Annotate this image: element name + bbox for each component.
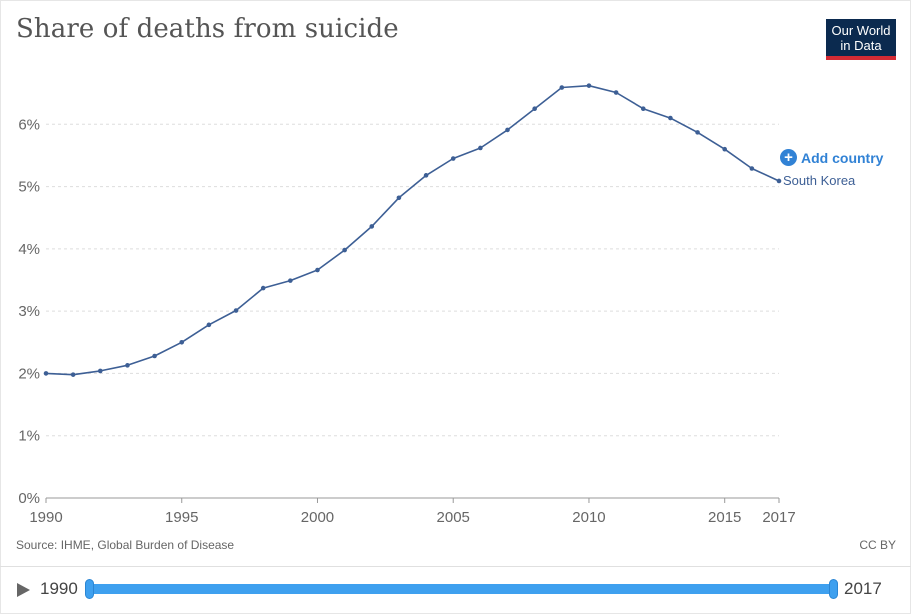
data-point: [179, 339, 185, 345]
owid-logo[interactable]: Our World in Data: [826, 19, 896, 60]
data-point: [613, 90, 619, 95]
add-country-label: Add country: [801, 149, 884, 166]
data-point: [260, 285, 266, 291]
timeline-start-handle[interactable]: [85, 579, 94, 599]
data-point: [505, 127, 510, 133]
axes: 0% 1% 2% 3% 4% 5% 6% 1990 1995 2000 2005 2010 2015 20…: [18, 116, 795, 526]
add-country-button[interactable]: + Add country: [780, 149, 883, 166]
x-tick-label: 2015: [708, 509, 741, 526]
timeline-track[interactable]: [89, 584, 835, 594]
y-tick-label: 0%: [18, 490, 40, 507]
data-point: [749, 166, 755, 171]
data-point: [695, 130, 700, 135]
grid-lines: [46, 123, 779, 437]
footer-divider: [0, 566, 911, 567]
data-point: [288, 278, 293, 283]
data-point: [70, 372, 76, 377]
data-point: [478, 145, 483, 151]
logo-line-1: Our World: [831, 23, 891, 38]
series-layer: South Korea: [43, 83, 856, 377]
y-tick-label: 6%: [18, 116, 40, 133]
series-label: South Korea: [783, 173, 856, 188]
data-point: [586, 83, 592, 88]
data-point: [559, 85, 565, 90]
data-point: [776, 178, 782, 184]
data-point: [233, 308, 239, 313]
timeline-start-year: 1990: [40, 579, 78, 598]
y-tick-label: 2%: [18, 365, 40, 382]
x-tick-label: 1990: [29, 509, 62, 526]
x-tick-label: 2017: [762, 509, 795, 526]
series-line: [45, 84, 780, 376]
source-note[interactable]: Source: IHME, Global Burden of Disease: [16, 538, 235, 552]
line-chart: 0% 1% 2% 3% 4% 5% 6% 1990 1995 2000 2005 2010 2015 20…: [18, 83, 856, 526]
data-point: [206, 322, 212, 328]
chart-title: Share of deaths from suicide: [16, 14, 399, 44]
y-tick-label: 4%: [18, 241, 40, 258]
data-point: [532, 106, 537, 112]
data-point: [315, 267, 320, 273]
data-point: [722, 146, 728, 152]
data-point: [396, 195, 402, 201]
data-point: [342, 247, 347, 253]
y-tick-label: 3%: [18, 303, 40, 320]
x-tick-label: 2000: [301, 509, 334, 526]
x-tick-label: 1995: [165, 509, 198, 526]
data-point: [640, 106, 646, 112]
logo-line-2: in Data: [840, 38, 882, 53]
y-tick-label: 5%: [18, 179, 40, 196]
timeline-end-handle[interactable]: [829, 579, 838, 599]
license-link[interactable]: CC BY: [859, 538, 896, 552]
data-point: [423, 173, 429, 178]
data-point: [125, 363, 130, 368]
x-tick-label: 2010: [572, 509, 605, 526]
y-tick-label: 1%: [18, 428, 40, 445]
data-point: [97, 368, 103, 374]
x-tick-label: 2005: [437, 509, 470, 526]
data-point: [369, 224, 375, 229]
data-point: [450, 156, 456, 161]
data-point: [152, 353, 157, 359]
plus-circle-icon: +: [780, 149, 797, 166]
data-point: [43, 371, 49, 376]
data-point: [668, 115, 673, 121]
play-icon[interactable]: [17, 583, 30, 597]
timeline-end-year: 2017: [844, 579, 882, 598]
timeline: 1990 2017: [0, 567, 911, 613]
